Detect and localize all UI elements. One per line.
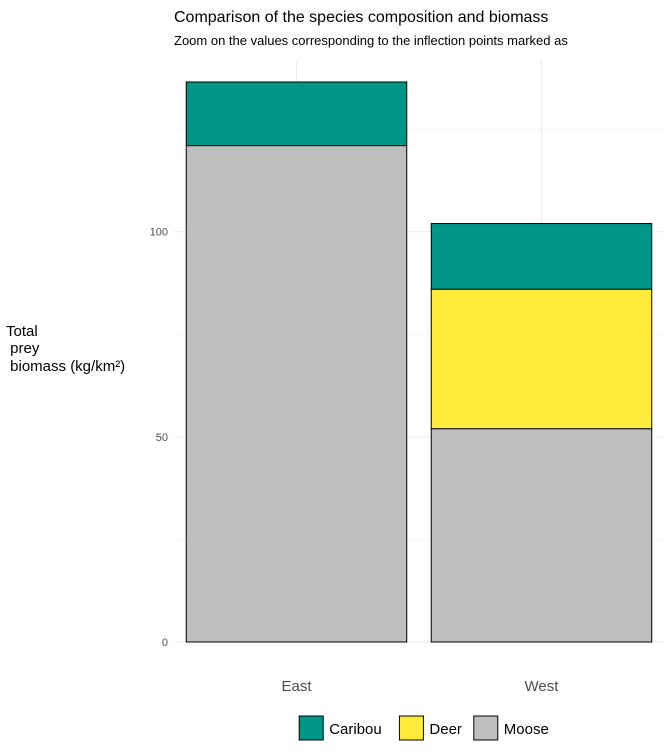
legend-label-moose: Moose (504, 721, 549, 738)
y-tick-label: 100 (150, 227, 168, 239)
bar-west-moose (430, 428, 653, 643)
legend-item-caribou: Caribou (298, 715, 382, 741)
legend-label-deer: Deer (429, 721, 462, 738)
x-tick-label: East (281, 678, 312, 695)
legend-item-moose: Moose (473, 715, 549, 741)
chart-title: Comparison of the species composition an… (174, 9, 548, 26)
bar-west-deer (430, 288, 653, 430)
y-axis-label-line-2: prey (6, 340, 40, 357)
x-tick-label: West (525, 678, 560, 695)
bar-east-caribou (185, 81, 408, 147)
bars (185, 81, 653, 643)
chart-subtitle: Zoom on the values corresponding to the … (174, 33, 568, 48)
legend-key-moose (473, 715, 499, 741)
legend-key-caribou (298, 715, 324, 741)
legend-label-caribou: Caribou (329, 721, 382, 738)
legend: Caribou Deer Moose (298, 715, 549, 741)
y-axis-label-line-3: biomass (kg/km²) (6, 358, 125, 375)
y-tick-label: 0 (162, 637, 168, 649)
x-axis-ticks: East West (281, 678, 559, 695)
y-tick-label: 50 (156, 432, 168, 444)
y-axis-label-line-1: Total (6, 323, 38, 340)
y-axis-ticks: 0 50 100 (150, 227, 168, 649)
y-axis-label: Total prey biomass (kg/km²) (6, 323, 125, 375)
legend-key-deer (398, 715, 424, 741)
legend-item-deer: Deer (398, 715, 462, 741)
bar-east-moose (185, 145, 408, 643)
bar-west-caribou (430, 223, 653, 290)
